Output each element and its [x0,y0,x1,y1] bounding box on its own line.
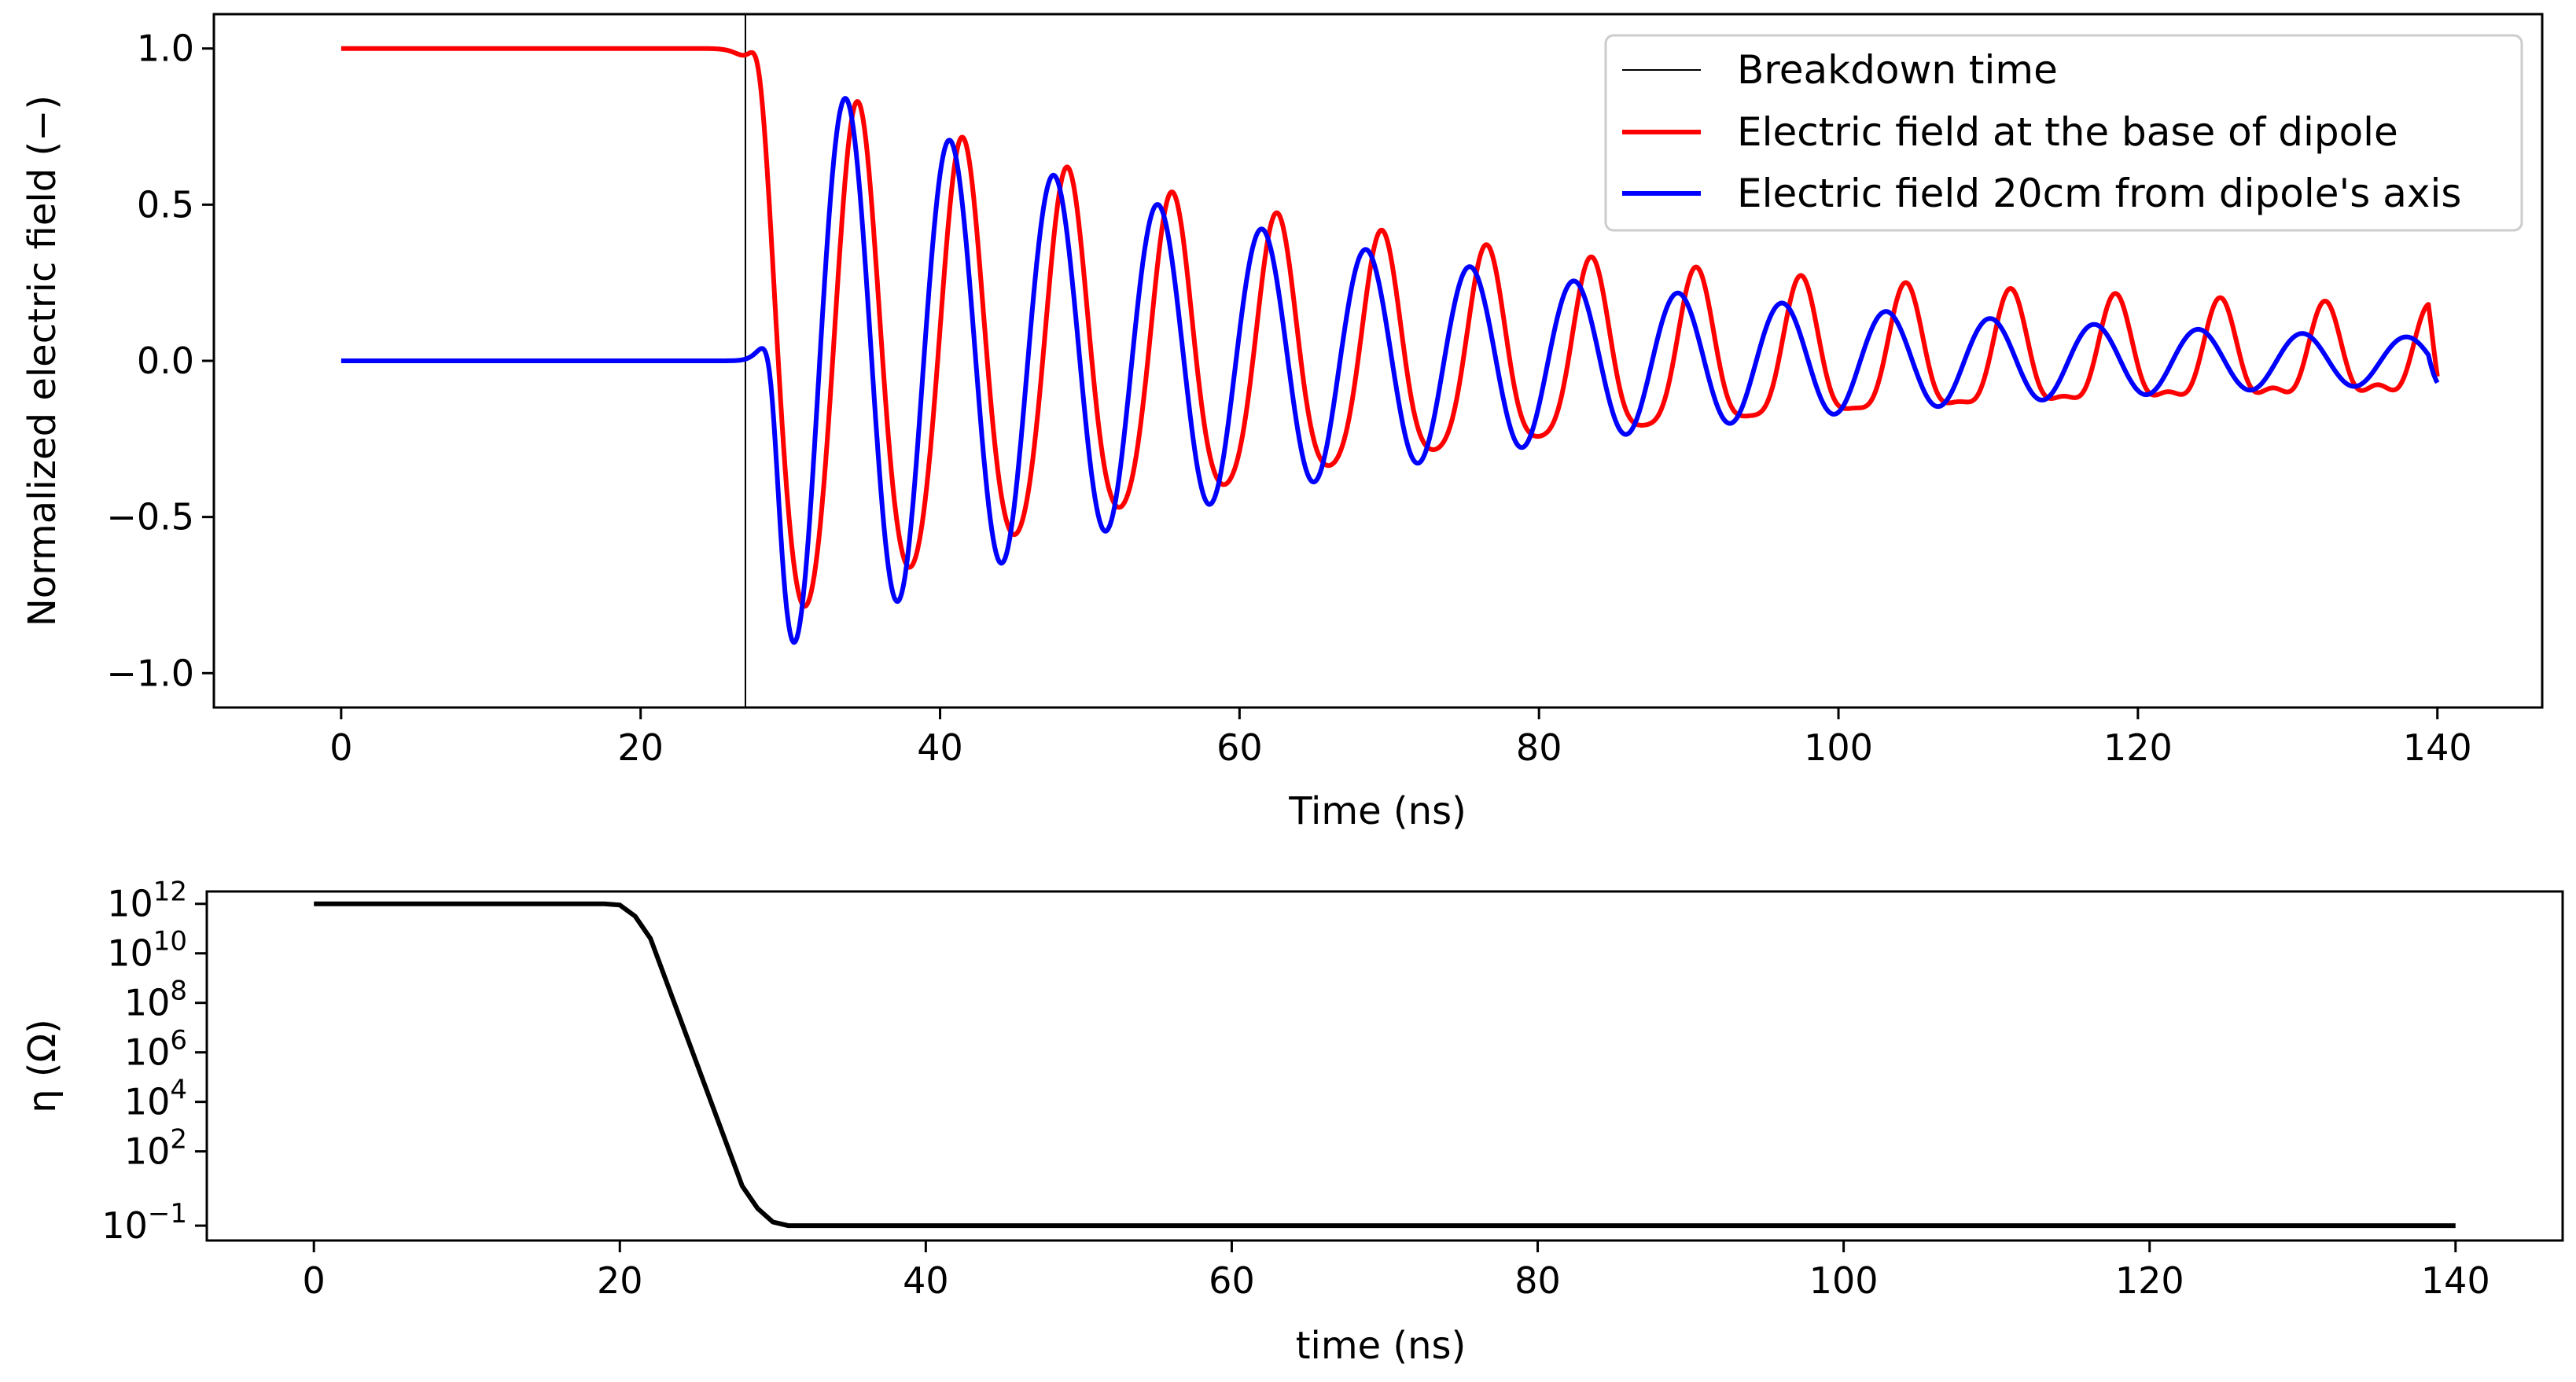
field-20cm-from-axis-line [339,96,2440,645]
bottom-series-layer [314,901,2456,1229]
top-x-tick-label: 100 [1804,726,1873,769]
legend: Breakdown time Electric field at the bas… [1604,34,2523,232]
top-x-tick-label: 80 [1516,726,1562,769]
bottom-y-tick-label: 1010 [107,926,187,975]
top-panel: 0 20 40 60 80 100 120 140 1.0 0.5 0.0 −0.5 −1.0 Time… [20,13,2544,833]
legend-box [1604,34,2523,232]
top-x-tick-label: 140 [2403,726,2472,769]
top-y-tick-label: −0.5 [106,496,194,538]
legend-label-breakdown-time: Breakdown time [1737,47,2058,93]
top-x-tick-label: 20 [617,726,664,769]
top-x-tick-label: 40 [917,726,963,769]
bottom-x-tick-label: 60 [1209,1259,1255,1302]
top-y-tick-label: 0.5 [137,183,194,226]
top-y-tick-label: −1.0 [106,652,194,694]
bottom-x-tick-label: 120 [2115,1259,2184,1302]
bottom-y-tick-label: 10−1 [101,1198,187,1247]
bottom-y-tick-label: 108 [124,976,187,1024]
field-base-of-dipole-line [339,46,2440,609]
top-ticks: 0 20 40 60 80 100 120 140 1.0 0.5 0.0 −0.5 −1.0 [106,28,2471,769]
top-x-tick-label: 120 [2103,726,2173,769]
bottom-y-tick-label: 1012 [107,877,187,925]
bottom-y-axis-label: η (Ω) [20,1019,64,1113]
eta-line [314,901,2456,1229]
top-plot-frame [212,13,2544,709]
top-y-tick-label: 0.0 [137,340,194,382]
bottom-plot-frame [205,890,2564,1242]
bottom-x-tick-label: 0 [303,1259,326,1302]
bottom-x-axis-label: time (ns) [1296,1324,1466,1368]
bottom-x-tick-label: 80 [1514,1259,1561,1302]
bottom-x-tick-label: 40 [903,1259,949,1302]
bottom-x-tick-label: 20 [597,1259,643,1302]
bottom-y-tick-label: 104 [124,1075,187,1123]
top-x-axis-label: Time (ns) [1288,789,1466,833]
top-y-axis-label: Normalized electric field (−) [20,95,64,627]
legend-label-20cm-field: Electric field 20cm from dipole's axis [1737,171,2461,216]
top-y-tick-label: 1.0 [137,28,194,70]
top-x-tick-label: 0 [329,726,352,769]
bottom-y-tick-label: 106 [124,1025,187,1074]
top-series-layer [339,14,2440,708]
top-x-tick-label: 60 [1216,726,1263,769]
bottom-x-tick-label: 140 [2421,1259,2490,1302]
legend-label-base-field: Electric field at the base of dipole [1737,109,2398,155]
bottom-x-tick-label: 100 [1809,1259,1879,1302]
bottom-y-tick-label: 102 [124,1124,187,1173]
